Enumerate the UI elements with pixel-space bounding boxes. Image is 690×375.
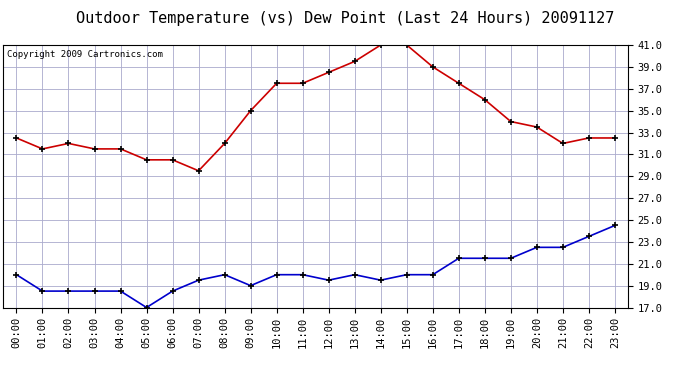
Text: Copyright 2009 Cartronics.com: Copyright 2009 Cartronics.com xyxy=(7,50,162,59)
Text: Outdoor Temperature (vs) Dew Point (Last 24 Hours) 20091127: Outdoor Temperature (vs) Dew Point (Last… xyxy=(76,11,614,26)
